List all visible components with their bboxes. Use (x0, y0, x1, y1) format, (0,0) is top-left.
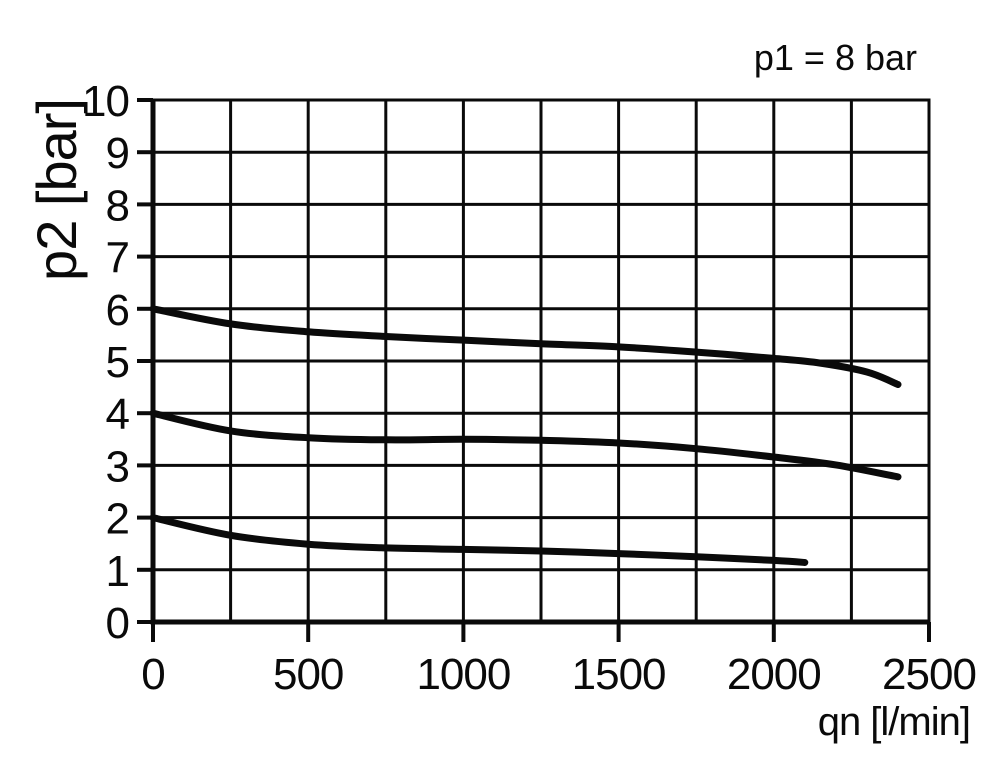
series-curve (149, 305, 902, 388)
y-tick-label: 3 (106, 442, 129, 491)
series-curve (149, 514, 809, 566)
y-tick-label: 10 (82, 77, 129, 126)
y-tick-label: 1 (106, 547, 129, 596)
series-curves (149, 305, 902, 566)
y-tick-label: 5 (106, 338, 129, 387)
y-tick-label: 2 (106, 495, 129, 544)
y-tick-label: 0 (106, 599, 129, 648)
y-tick-label: 6 (106, 286, 129, 335)
y-tick-label: 9 (106, 129, 129, 178)
y-tick-label: 8 (106, 181, 129, 230)
x-ticks (151, 622, 931, 642)
x-tick-label: 500 (273, 650, 343, 699)
x-tick-label: 2000 (727, 650, 821, 699)
x-tick-label: 2500 (882, 650, 976, 699)
x-tick-labels: 0 500 1000 1500 2000 2500 (141, 650, 977, 699)
chart-title: p1 = 8 bar (753, 37, 917, 78)
x-tick-label: 0 (141, 650, 164, 699)
y-tick-label: 4 (106, 390, 130, 439)
series-curve (149, 409, 902, 481)
y-tick-label: 7 (106, 234, 129, 283)
x-tick-label: 1500 (572, 650, 666, 699)
x-tick-label: 1000 (416, 650, 510, 699)
x-axis-label: qn [l/min] (817, 700, 971, 744)
